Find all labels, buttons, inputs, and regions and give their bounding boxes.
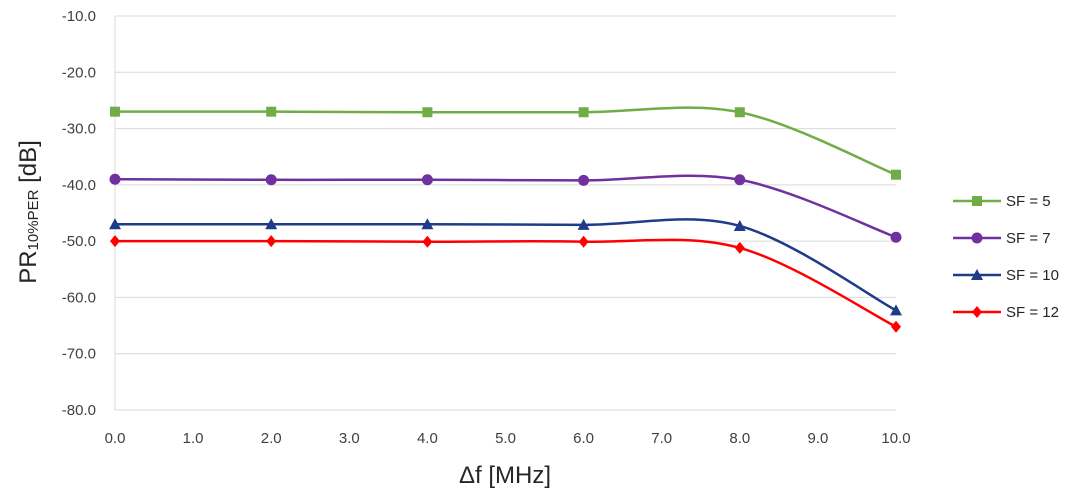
y-tick-label: -60.0 bbox=[62, 289, 96, 306]
x-tick-label: 5.0 bbox=[495, 430, 516, 447]
data-point bbox=[422, 107, 433, 118]
y-tick-label: -10.0 bbox=[62, 8, 96, 25]
y-tick-label: -80.0 bbox=[62, 402, 96, 419]
x-tick-label: 1.0 bbox=[183, 430, 204, 447]
data-point bbox=[421, 174, 433, 186]
legend-label: SF = 12 bbox=[1006, 304, 1059, 321]
data-point bbox=[110, 235, 120, 248]
x-axis-ticks: 0.0 1.0 2.0 3.0 4.0 5.0 6.0 7.0 8.0 9.0 10.0 bbox=[105, 430, 911, 447]
series-line bbox=[114, 238, 897, 328]
data-point bbox=[109, 218, 121, 230]
y-axis-title-main: PR bbox=[15, 250, 42, 283]
series-3 bbox=[110, 235, 901, 333]
x-tick-label: 3.0 bbox=[339, 430, 360, 447]
data-point bbox=[110, 106, 120, 117]
y-axis-title-subscript: 10%PER bbox=[25, 189, 42, 250]
plot-series bbox=[109, 106, 902, 333]
x-tick-label: 10.0 bbox=[881, 430, 910, 447]
data-point bbox=[890, 304, 902, 316]
y-axis-title-unit: [dB] bbox=[15, 140, 42, 189]
legend-marker bbox=[972, 306, 982, 318]
legend-item: SF = 10 bbox=[953, 267, 1059, 284]
data-point bbox=[734, 174, 746, 186]
y-tick-label: -20.0 bbox=[62, 64, 96, 81]
x-tick-label: 2.0 bbox=[261, 430, 282, 447]
legend: SF = 5 SF = 7 SF = 10 SF = 12 bbox=[953, 193, 1059, 321]
data-point bbox=[265, 174, 277, 186]
data-point bbox=[578, 107, 589, 118]
data-point bbox=[890, 231, 902, 243]
legend-item: SF = 12 bbox=[953, 304, 1059, 321]
legend-label: SF = 5 bbox=[1006, 193, 1051, 210]
y-tick-label: -50.0 bbox=[62, 233, 96, 250]
data-point bbox=[266, 106, 277, 117]
data-point bbox=[734, 107, 745, 118]
y-tick-label: -30.0 bbox=[62, 121, 96, 138]
data-point bbox=[578, 235, 589, 248]
y-tick-label: -40.0 bbox=[62, 177, 96, 194]
legend-label: SF = 10 bbox=[1006, 267, 1059, 284]
y-axis-ticks: -10.0 -20.0 -30.0 -40.0 -50.0 -60.0 -70.0 -80.0 bbox=[62, 8, 96, 419]
data-point bbox=[266, 235, 277, 248]
y-tick-label: -70.0 bbox=[62, 346, 96, 363]
data-point bbox=[421, 218, 434, 230]
legend-marker bbox=[972, 196, 982, 206]
data-point bbox=[578, 174, 590, 186]
x-tick-label: 0.0 bbox=[105, 430, 126, 447]
gridlines bbox=[115, 15, 896, 411]
data-point bbox=[733, 219, 746, 231]
data-point bbox=[891, 169, 901, 180]
series-0 bbox=[110, 106, 901, 180]
legend-item: SF = 5 bbox=[953, 193, 1051, 210]
data-point bbox=[109, 173, 121, 185]
data-point bbox=[891, 320, 901, 333]
data-point bbox=[422, 235, 433, 248]
series-line bbox=[114, 106, 897, 176]
x-tick-label: 6.0 bbox=[573, 430, 594, 447]
series-2 bbox=[109, 218, 902, 316]
series-1 bbox=[109, 173, 902, 243]
x-tick-label: 8.0 bbox=[729, 430, 750, 447]
x-tick-label: 4.0 bbox=[417, 430, 438, 447]
legend-marker bbox=[971, 269, 983, 280]
x-tick-label: 9.0 bbox=[807, 430, 828, 447]
data-point bbox=[734, 241, 745, 254]
data-point bbox=[577, 218, 590, 230]
y-axis-title: PR10%PER [dB] bbox=[15, 140, 42, 284]
legend-marker bbox=[971, 232, 983, 244]
series-line bbox=[115, 218, 897, 312]
series-line bbox=[114, 174, 897, 239]
legend-label: SF = 7 bbox=[1006, 230, 1051, 247]
legend-item: SF = 7 bbox=[953, 230, 1051, 247]
data-point bbox=[265, 218, 278, 230]
x-axis-title: Δf [MHz] bbox=[459, 462, 551, 489]
x-tick-label: 7.0 bbox=[651, 430, 672, 447]
